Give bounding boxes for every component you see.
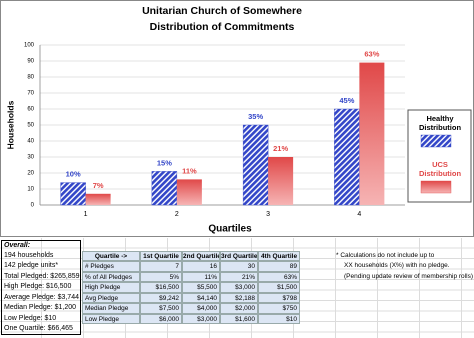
- bar: [268, 157, 294, 205]
- y-tick-label: 90: [27, 59, 34, 65]
- cell: 89: [258, 261, 300, 272]
- cell: $1,600: [220, 313, 258, 324]
- chart: Unitarian Church of Somewhere Distributi…: [0, 0, 474, 237]
- y-tick-label: 80: [27, 75, 34, 81]
- chart-title: Unitarian Church of Somewhere: [142, 5, 302, 17]
- cell: # Pledges: [82, 261, 140, 272]
- percent-label: 63%: [364, 50, 379, 59]
- bar: [242, 124, 269, 206]
- cell: Quartile ->: [82, 250, 140, 261]
- cell: XX households (X%) with no pledge.: [344, 262, 450, 269]
- cell: High Pledge: $16,500: [1, 282, 81, 293]
- x-tick-label: 3: [266, 211, 270, 218]
- percent-label: 11%: [182, 166, 197, 175]
- cell: $4,140: [182, 292, 220, 303]
- y-tick-label: 100: [24, 43, 35, 49]
- y-tick-label: 20: [27, 171, 34, 177]
- bar: [176, 179, 202, 205]
- cell: $16,500: [140, 282, 182, 293]
- cell: Average Pledge: $3,744: [1, 292, 81, 303]
- cell: % of All Pledges: [82, 271, 140, 282]
- y-tick-label: 0: [31, 203, 35, 209]
- cell: Median Pledge: [82, 303, 140, 314]
- percent-label: 7%: [93, 181, 104, 190]
- cell: Median Pledge: $1,200: [1, 303, 81, 314]
- legend-swatch: [420, 134, 452, 148]
- cell: $798: [258, 292, 300, 303]
- cell: Low Pledge: $10: [1, 313, 81, 324]
- legend-label: Healthy Distribution: [418, 114, 462, 132]
- bar: [334, 108, 360, 206]
- cell: 2nd Quartile: [182, 250, 220, 261]
- cell: 5%: [140, 271, 182, 282]
- cell: $9,242: [140, 292, 182, 303]
- percent-label: 45%: [339, 96, 354, 105]
- x-tick-label: 2: [175, 211, 179, 218]
- cell: $5,500: [182, 282, 220, 293]
- cell: 21%: [220, 271, 258, 282]
- cell: 63%: [258, 271, 300, 282]
- cell: $4,000: [182, 303, 220, 314]
- y-tick-label: 40: [27, 139, 34, 145]
- bar: [151, 171, 178, 206]
- cell: 1st Quartile: [140, 250, 182, 261]
- cell: Total Pledged: $265,859: [1, 271, 81, 282]
- cell: * Calculations do not include up to: [336, 251, 435, 259]
- y-tick-label: 70: [27, 91, 34, 97]
- cell: Low Pledge: [82, 313, 140, 324]
- cell: 30: [220, 261, 258, 272]
- legend-label: UCS Distribution: [418, 160, 462, 178]
- cell: $3,000: [220, 282, 258, 293]
- x-tick-label: 4: [357, 211, 361, 218]
- y-tick-label: 50: [27, 123, 34, 129]
- cell: 4th Quartile: [258, 250, 300, 261]
- spreadsheet: Overall: 194 households 142 pledge units* T…: [0, 238, 474, 338]
- cell: 3rd Quartile: [220, 250, 258, 261]
- cell: $7,500: [140, 303, 182, 314]
- cell: $3,000: [182, 313, 220, 324]
- cell: 11%: [182, 271, 220, 282]
- cell: 16: [182, 261, 220, 272]
- bar: [60, 182, 86, 206]
- cell: $750: [258, 303, 300, 314]
- chart-subtitle: Distribution of Commitments: [150, 21, 295, 33]
- percent-label: 15%: [157, 158, 172, 167]
- cell: $2,000: [220, 303, 258, 314]
- cell: Avg Pledge: [82, 292, 140, 303]
- percent-label: 10%: [66, 170, 81, 179]
- cell: $10: [258, 313, 300, 324]
- cell: 7: [140, 261, 182, 272]
- bar: [359, 62, 385, 205]
- cell: Overall:: [1, 240, 81, 251]
- x-axis-title: Quartiles: [208, 224, 252, 235]
- cell: One Quartile: $66,465: [1, 324, 81, 335]
- percent-label: 21%: [273, 144, 288, 153]
- cell: $1,500: [258, 282, 300, 293]
- y-axis-title: Households: [5, 100, 15, 149]
- y-tick-label: 10: [27, 187, 34, 193]
- cell: 194 households: [1, 250, 81, 261]
- cell: 142 pledge units*: [1, 261, 81, 272]
- y-tick-label: 60: [27, 107, 34, 113]
- cell: (Pending update review of membership rol…: [344, 272, 473, 280]
- percent-label: 35%: [248, 112, 263, 121]
- legend-swatch: [420, 180, 452, 194]
- cell: High Pledge: [82, 282, 140, 293]
- x-tick-label: 1: [84, 211, 88, 218]
- cell: $6,000: [140, 313, 182, 324]
- bar: [85, 193, 111, 205]
- y-tick-label: 30: [27, 155, 34, 161]
- cell: $2,188: [220, 292, 258, 303]
